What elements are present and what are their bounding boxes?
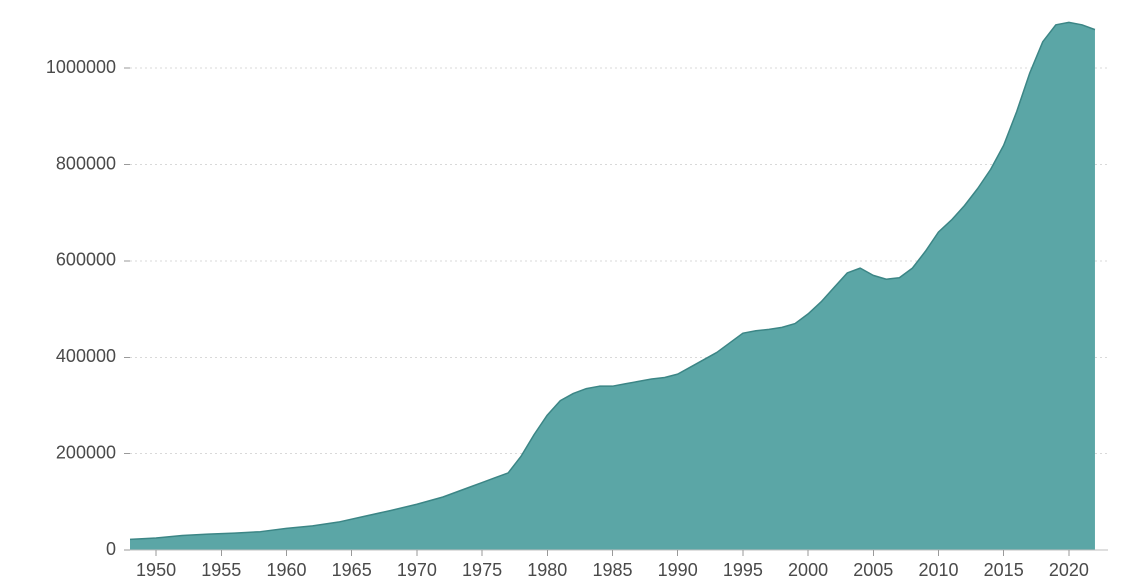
chart-svg: 0 200000 400000 600000 800000 1000000 1950 1955… [0, 0, 1134, 585]
x-tick-label: 2000 [788, 560, 828, 580]
x-tick-label: 1975 [462, 560, 502, 580]
x-tick-label: 2010 [918, 560, 958, 580]
x-tick-label: 1950 [136, 560, 176, 580]
x-tick-label: 1965 [332, 560, 372, 580]
y-tick-label: 400000 [56, 346, 116, 366]
x-tick-label: 1985 [592, 560, 632, 580]
x-tick-label: 1990 [658, 560, 698, 580]
x-tick-label: 2015 [984, 560, 1024, 580]
x-tick-label: 1955 [201, 560, 241, 580]
y-tick-label: 800000 [56, 153, 116, 173]
x-tick-label: 2020 [1049, 560, 1089, 580]
y-tick-label: 1000000 [46, 57, 116, 77]
x-tick-label: 1995 [723, 560, 763, 580]
y-tick-label: 200000 [56, 442, 116, 462]
area-chart: 0 200000 400000 600000 800000 1000000 1950 1955… [0, 0, 1134, 585]
y-tick-label: 0 [106, 539, 116, 559]
x-tick-label: 1970 [397, 560, 437, 580]
x-tick-label: 1960 [266, 560, 306, 580]
x-tick-label: 1980 [527, 560, 567, 580]
y-tick-label: 600000 [56, 250, 116, 270]
x-tick-label: 2005 [853, 560, 893, 580]
